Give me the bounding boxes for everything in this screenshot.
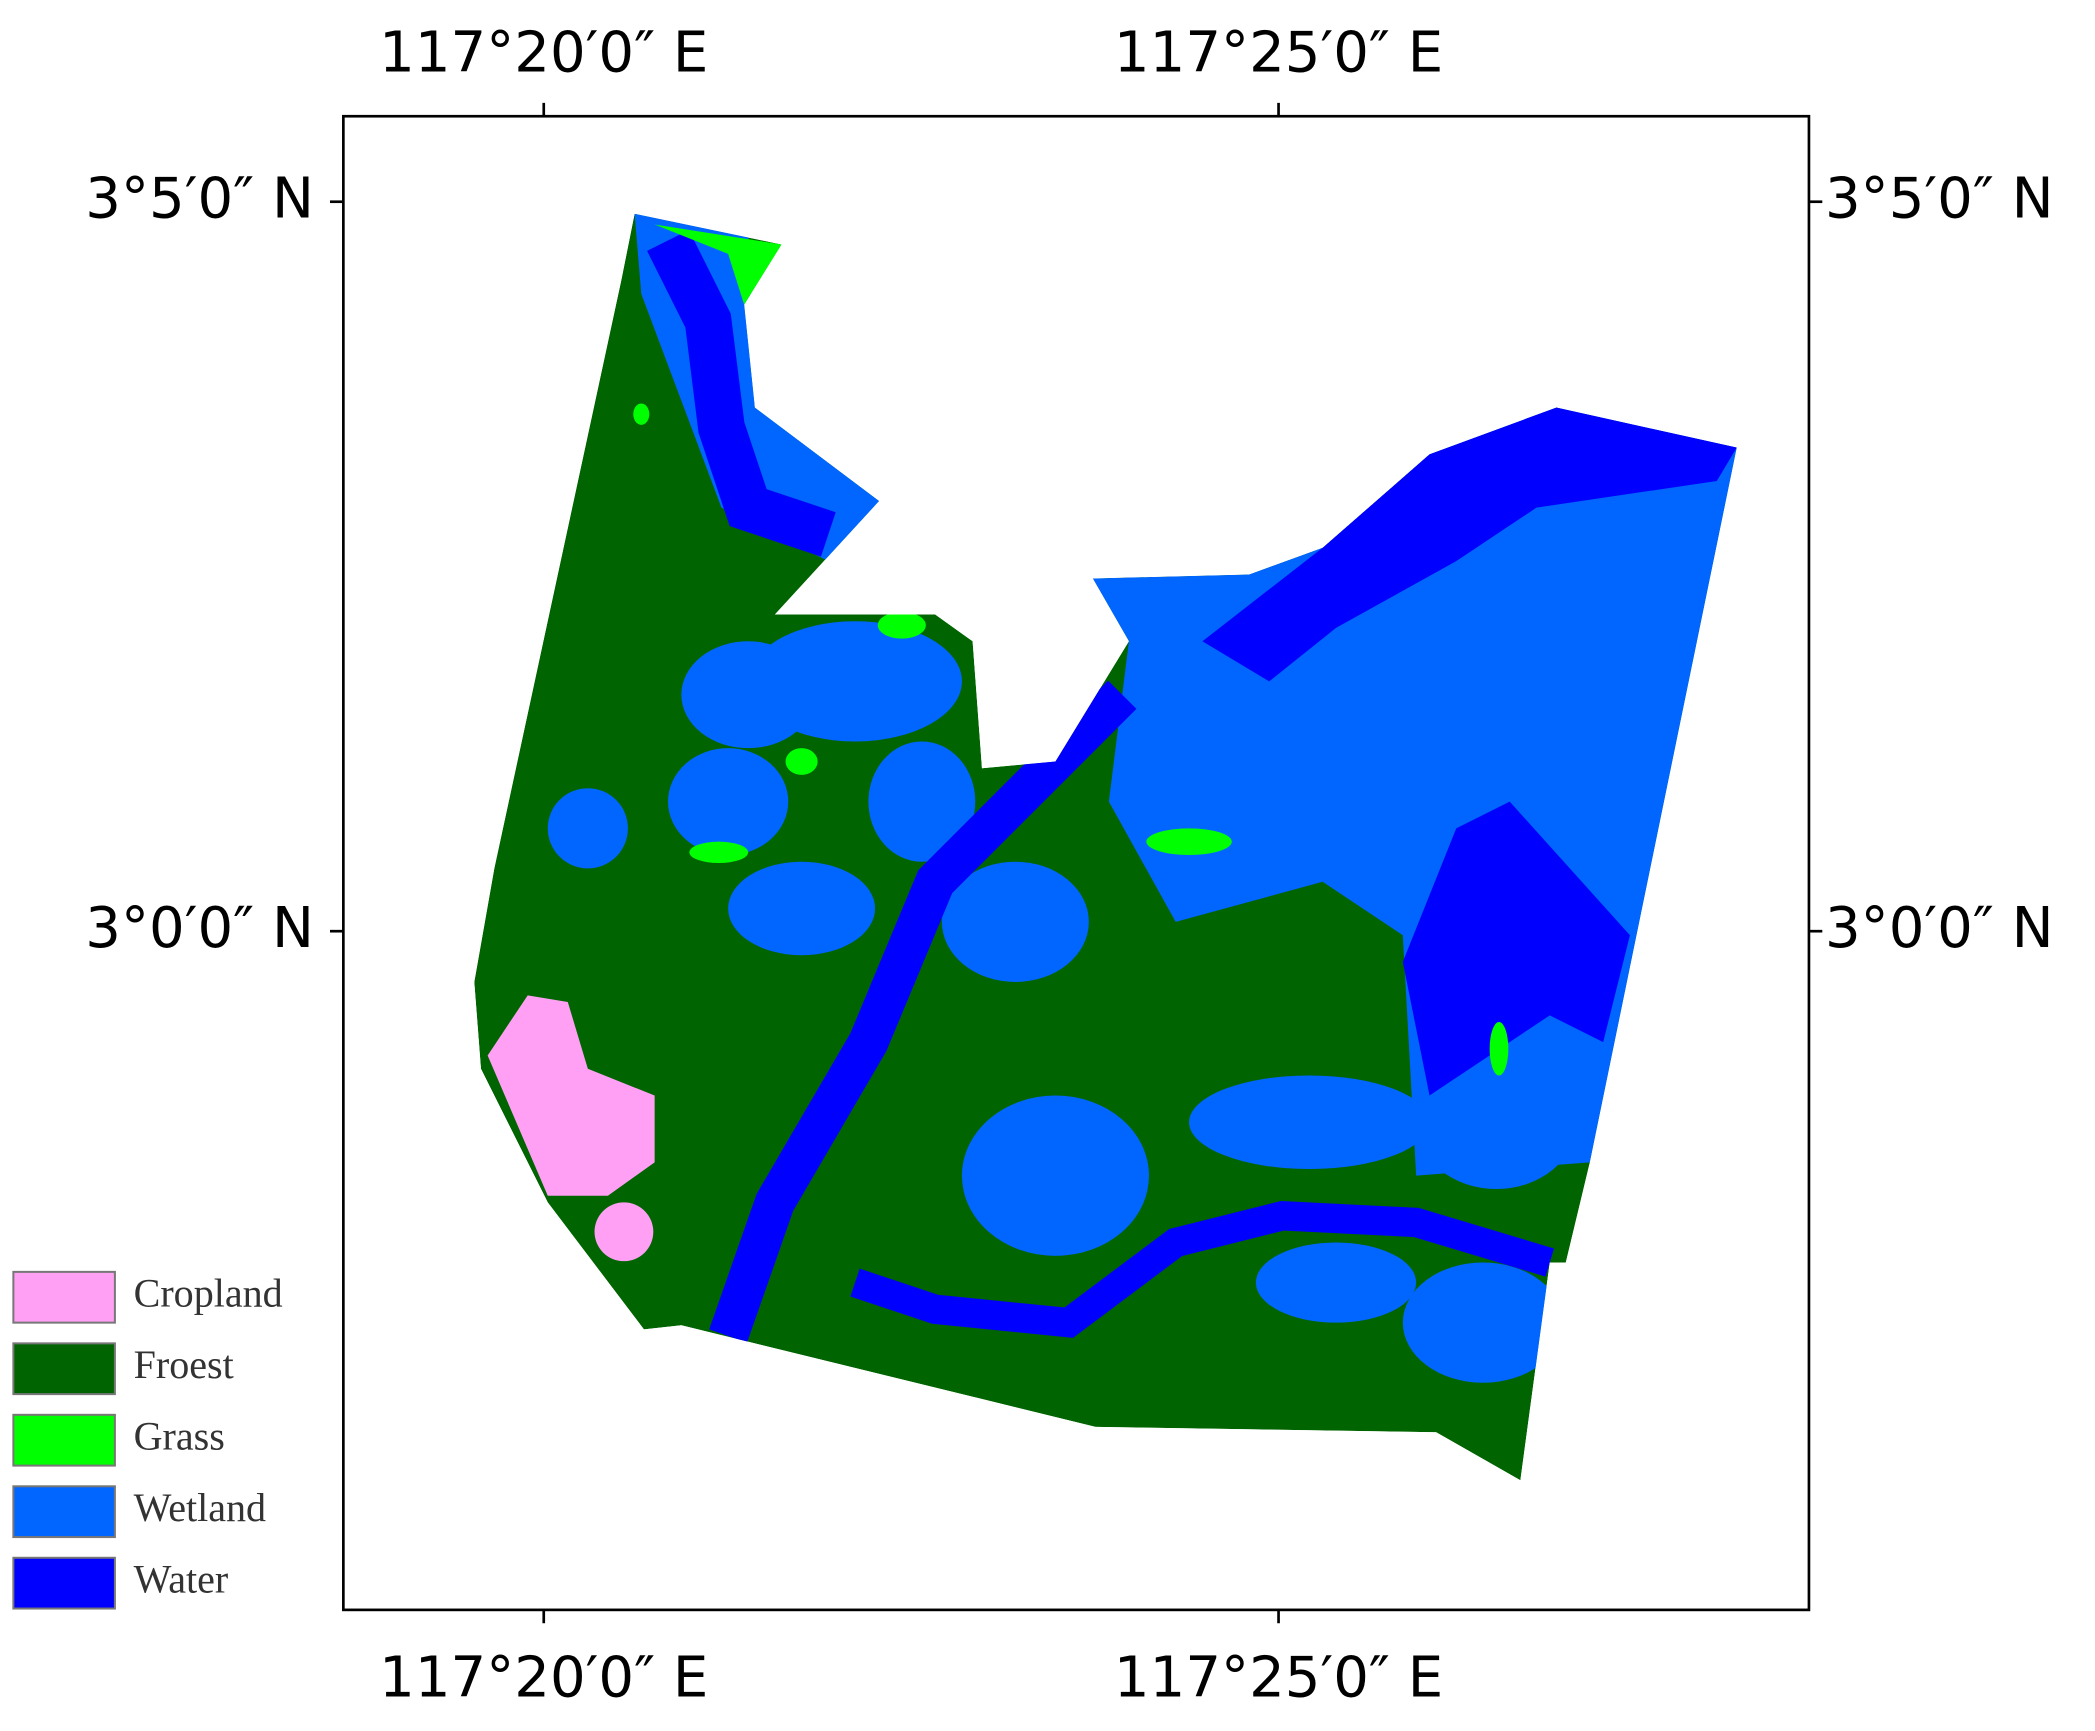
legend-swatch xyxy=(12,1556,116,1610)
graticule-ticks: 117°20′0″ E 117°25′0″ E 117°20′0″ E 117°25′… xyxy=(85,21,2053,1711)
water-area xyxy=(1202,407,1737,682)
map-root: 117°20′0″ E 117°25′0″ E 117°20′0″ E 117°25′… xyxy=(12,21,2054,1711)
y-tick-label: 3°0′0″ N xyxy=(85,896,314,961)
legend-label: Cropland xyxy=(134,1270,283,1315)
grass-patches xyxy=(633,224,1509,1076)
legend-label: Grass xyxy=(134,1413,225,1458)
legend-swatch xyxy=(12,1413,116,1467)
water-area xyxy=(1402,801,1630,1096)
wetland-patches xyxy=(547,621,1577,1383)
river xyxy=(647,230,836,557)
y-tick-label: 3°0′0″ N xyxy=(1825,896,2054,961)
legend-label: Water xyxy=(134,1556,229,1601)
legend-swatch xyxy=(12,1485,116,1539)
legend-swatch xyxy=(12,1270,116,1324)
legend: Cropland Froest Grass Wetland Water xyxy=(12,1270,283,1610)
river xyxy=(709,680,1137,1343)
x-tick-label: 117°25′0″ E xyxy=(1114,1645,1443,1710)
x-tick-label: 117°20′0″ E xyxy=(379,1645,708,1710)
x-tick-label: 117°25′0″ E xyxy=(1114,21,1443,86)
legend-label: Wetland xyxy=(134,1485,266,1530)
legend-label: Froest xyxy=(134,1342,234,1387)
land-cover xyxy=(474,213,1737,1481)
y-tick-label: 3°5′0″ N xyxy=(85,166,314,231)
river xyxy=(850,1200,1554,1338)
y-tick-label: 3°5′0″ N xyxy=(1825,166,2054,231)
x-tick-label: 117°20′0″ E xyxy=(379,21,708,86)
legend-swatch xyxy=(12,1342,116,1396)
